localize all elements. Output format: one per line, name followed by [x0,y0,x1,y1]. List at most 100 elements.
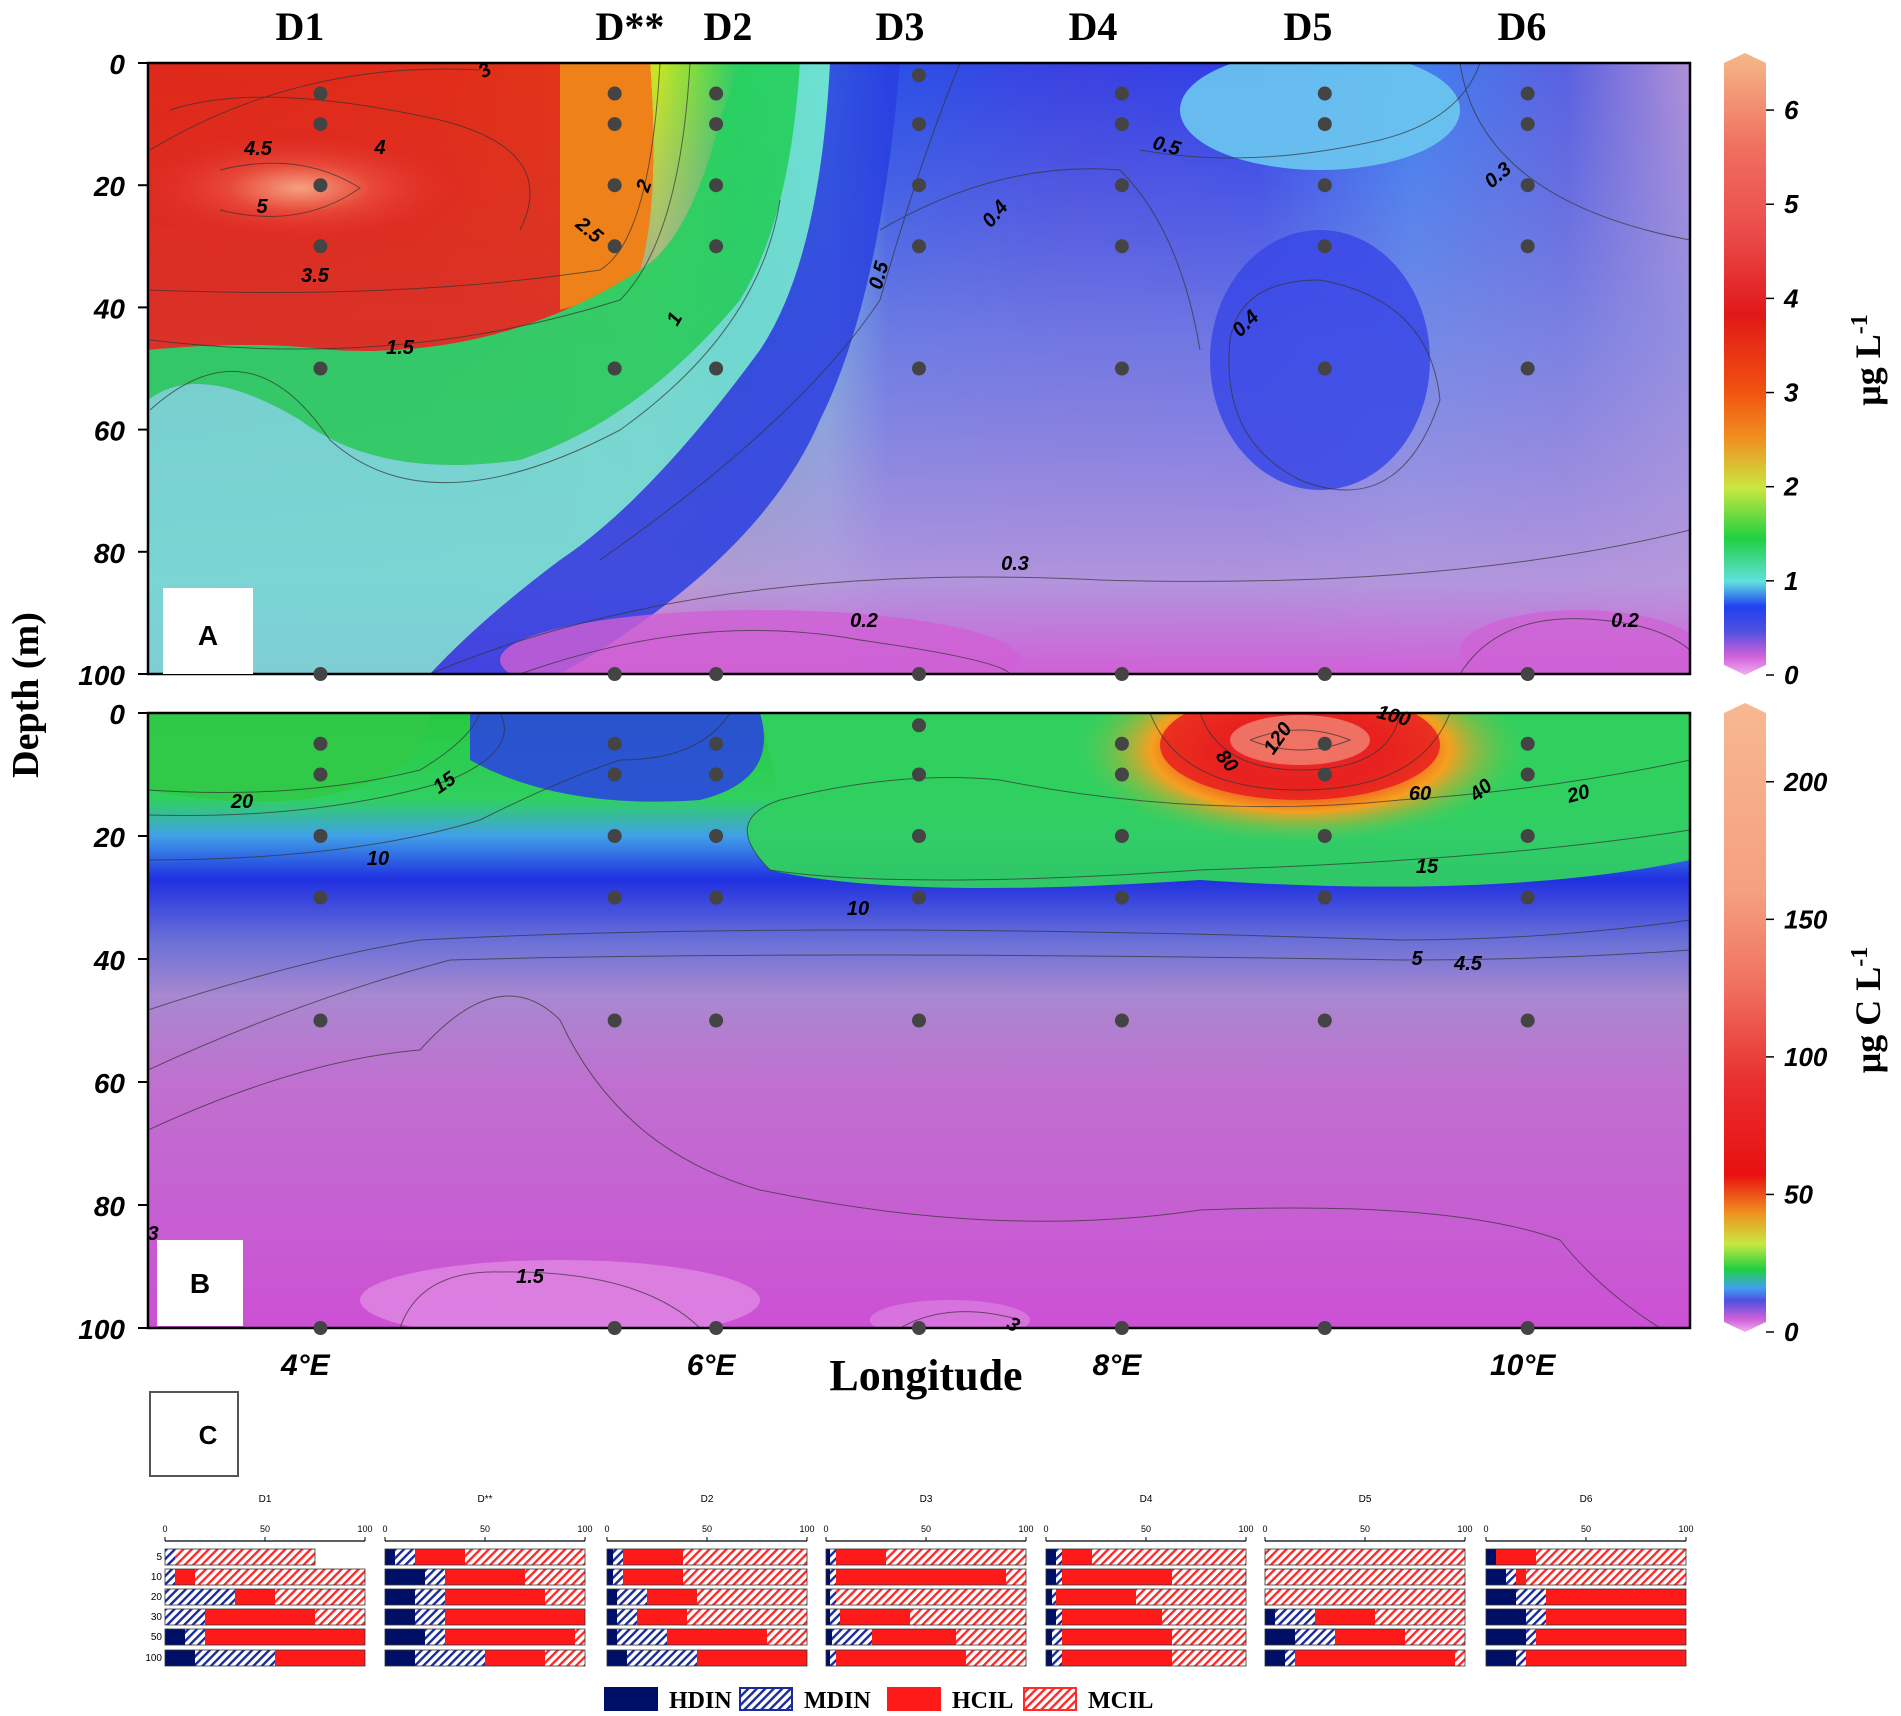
bar-segment-MDIN [830,1609,840,1625]
station-label-2: D2 [704,4,753,49]
bar-segment-MCIL [683,1569,807,1585]
bar-segment-MDIN [832,1629,872,1645]
bar-segment-MCIL [575,1629,585,1645]
bar-segment-HDIN [607,1549,613,1565]
bar-chart-title: D1 [259,1494,272,1505]
bar-chart-D5: D5 0 50 100 [1262,1494,1473,1667]
colorbar-a-unit: μg L-1 [1847,314,1888,405]
bar-segment-MCIL [545,1650,585,1666]
bar-outline [825,1548,1027,1566]
colorbar-b-tick-label: 50 [1784,1179,1813,1209]
bar-segment-MCIL [1526,1569,1686,1585]
panel-b-sample-dot [1520,736,1535,751]
bar-segment-HCIL [1062,1629,1172,1645]
panel-a-contour-label: 0.2 [1611,610,1639,632]
bar-segment-MCIL [886,1549,1026,1565]
bar-outline [1045,1588,1247,1606]
panel-a-sample-dot [313,239,328,254]
panel-a-sample-dot [1317,239,1332,254]
bar-segment-HCIL [1062,1650,1172,1666]
bar-chart-title: D6 [1580,1494,1593,1505]
bar-chart-tick-label: 100 [577,1524,592,1534]
panel-b-sample-dot [313,890,328,905]
panel-a-sample-dot [1520,117,1535,132]
bar-segment-HCIL [445,1629,575,1645]
bar-segment-HDIN [1046,1549,1056,1565]
bar-outline [1264,1608,1466,1626]
colorbar-b-ticks: 0 50 100 150 200 [1766,767,1828,1347]
bar-segment-MCIL [1006,1569,1026,1585]
panel-a-sample-dot [313,178,328,193]
panel-b-depth-tick-label: 40 [93,945,126,976]
bar-outline [384,1628,586,1646]
panel-a-sample-dot [607,86,622,101]
bar-outline [1264,1548,1466,1566]
bar-segment-HDIN [385,1589,415,1605]
panel-a-sample-dot [1520,178,1535,193]
bar-chart-tick-label: 100 [1457,1524,1472,1534]
bar-segment-HDIN [1486,1569,1506,1585]
bar-segment-MDIN [1056,1609,1062,1625]
bar-segment-HDIN [607,1609,617,1625]
bar-segment-HCIL [1062,1569,1172,1585]
bar-outline [825,1608,1027,1626]
bar-segment-MDIN [165,1549,175,1565]
panel-b-sample-dot [313,736,328,751]
bar-segment-MDIN [1052,1650,1062,1666]
bar-chart-tick-label: 0 [1483,1524,1488,1534]
bar-chart-tick-label: 0 [1262,1524,1267,1534]
panel-b-contour-label: 5 [1411,948,1423,970]
bar-chart-title: D4 [1140,1494,1153,1505]
station-label-4: D4 [1069,4,1118,49]
bar-segment-HDIN [165,1629,185,1645]
panel-a-sample-dot [709,361,724,376]
colorbar-a-tick-label: 0 [1784,660,1799,690]
bar-segment-MCIL [966,1650,1026,1666]
bar-segment-MCIL [315,1609,365,1625]
bar-segment-HDIN [607,1650,627,1666]
panel-a-depth-tick-label: 40 [93,293,126,324]
bar-outline [1045,1628,1247,1646]
bar-chart-tick-label: 0 [1043,1524,1048,1534]
panel-a-sample-dot [912,667,926,681]
x-tick-label: 8°E [1093,1349,1143,1382]
panel-a-sample-dot [912,361,926,376]
bar-segment-MDIN [1275,1609,1315,1625]
bar-segment-HCIL [647,1589,697,1605]
bar-outline [825,1649,1027,1667]
bar-outline [384,1568,586,1586]
bar-outline [825,1628,1027,1646]
bar-segment-MCIL [195,1569,365,1585]
bar-segment-MCIL [545,1589,585,1605]
bar-outline [606,1628,808,1646]
bar-chart-title: D** [477,1494,492,1505]
legend-label-HDIN: HDIN [669,1688,732,1714]
bar-segment-MDIN [1295,1629,1335,1645]
bar-segment-HDIN [1486,1650,1516,1666]
panel-b-contour-label: 4.5 [1453,953,1483,975]
colorbar-a-tick-label: 1 [1784,566,1798,596]
panel-a-sample-dot [1114,361,1129,376]
bar-segment-HCIL [1496,1549,1536,1565]
panel-c-letter-box [149,1391,239,1477]
panel-a-sample-dot [912,178,926,193]
colorbar-b-tick-label: 200 [1783,767,1828,797]
bar-segment-HCIL [1526,1650,1686,1666]
bar-chart-tick-label: 100 [799,1524,814,1534]
bar-segment-HCIL [275,1650,365,1666]
panel-b-sample-dot [709,767,724,782]
bar-segment-HDIN [607,1589,617,1605]
bar-segment-MDIN [1056,1569,1062,1585]
bar-chart-tick-label: 0 [162,1524,167,1534]
panel-b-sample-dot [607,767,622,782]
panel-a-contour-label: 1.5 [386,337,415,359]
panel-b-sample-dot [709,1321,724,1335]
bar-segment-HDIN [1265,1650,1285,1666]
panel-b-sample-dot [1520,1321,1535,1335]
panel-a-sample-dot [912,239,926,254]
panel-b-sample-dot [1114,890,1129,905]
bar-depth-label: 100 [145,1653,162,1664]
bar-outline [1045,1548,1247,1566]
bar-chart-title: D3 [920,1494,933,1505]
